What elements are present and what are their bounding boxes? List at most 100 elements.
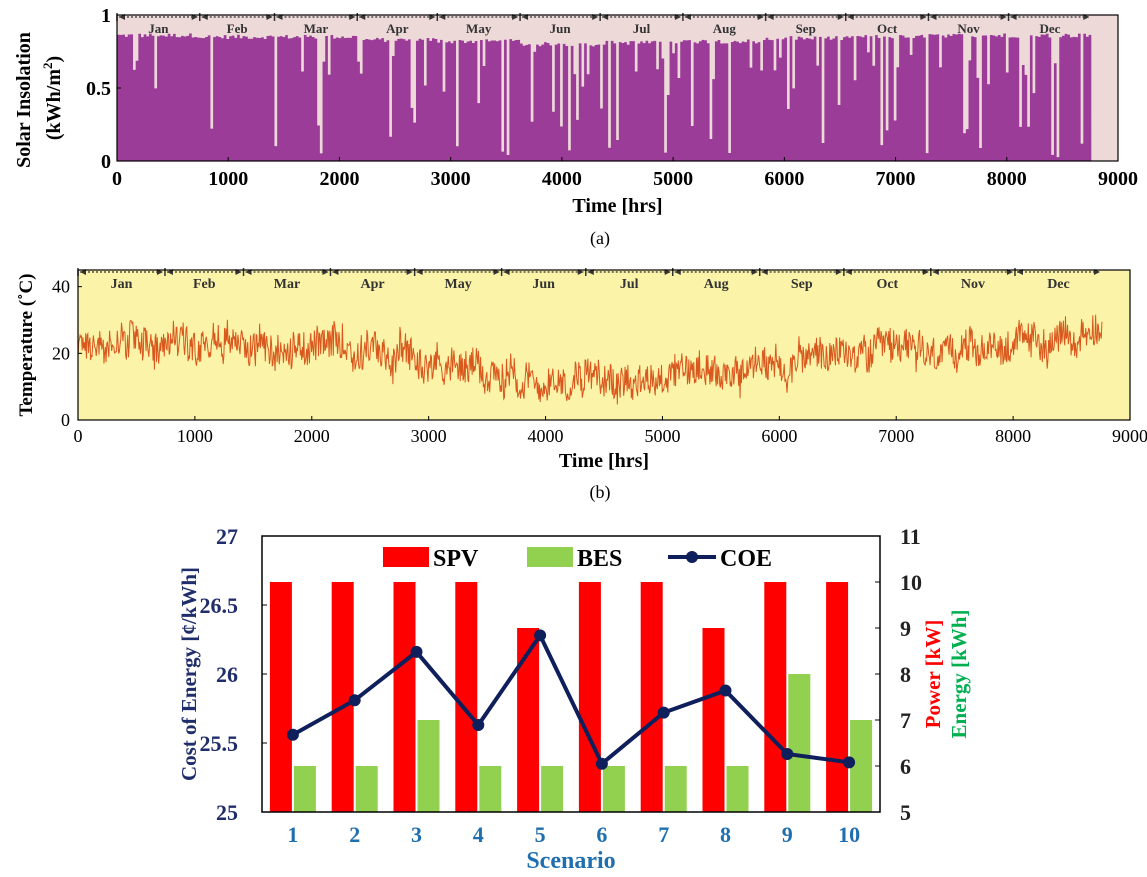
x-tick-label: 4 [473, 822, 484, 847]
panel-a-caption: (a) [590, 228, 610, 249]
x-tick-label: 6000 [764, 168, 804, 190]
coe-point [595, 757, 608, 770]
panel-b-month-labels: Jan Feb Mar Apr May Jun Jul Aug Sep Oct Nov Dec [77, 268, 1100, 292]
x-tick-label: 8000 [987, 168, 1027, 190]
coe-point [843, 756, 856, 769]
coe-point [348, 694, 361, 707]
x-tick-label: 1000 [208, 168, 248, 190]
spv-bar [640, 582, 663, 812]
legend-coe-label: COE [720, 546, 772, 572]
spv-bar [826, 582, 849, 812]
coe-point [286, 728, 299, 741]
bes-bar [417, 720, 440, 812]
y-tick-label: 0 [61, 410, 70, 430]
legend-bes-swatch [527, 547, 573, 567]
month-label: Nov [957, 21, 980, 36]
x-tick-label: 5000 [653, 168, 693, 190]
legend-spv-swatch [383, 547, 429, 567]
month-label: Oct [876, 277, 898, 292]
panel-a-x-axis-label: Time [hrs] [572, 195, 662, 217]
panel-b-temperature-series [77, 314, 1103, 405]
right-y-tick-label: 6 [900, 754, 911, 779]
left-y-tick-label: 25.5 [200, 731, 239, 756]
coe-point [534, 629, 547, 642]
month-label: Mar [274, 277, 300, 292]
x-tick-label: 9 [782, 822, 793, 847]
month-label: Aug [704, 277, 729, 292]
x-tick-label: 8000 [995, 426, 1031, 446]
x-tick-label: 1 [287, 822, 298, 847]
coe-point [719, 684, 732, 697]
panel-a-y-ticks: 00.51 [86, 5, 121, 173]
month-label: Mar [304, 21, 329, 36]
panel-c-plot-background [262, 536, 880, 812]
x-tick-label: 9000 [1112, 426, 1147, 446]
month-label: Apr [386, 21, 409, 36]
month-label: Sep [791, 277, 813, 292]
panel-c-right-y-axis-label-energy: Energy [kWh] [947, 610, 971, 739]
month-label: Oct [877, 21, 898, 36]
right-y-tick-label: 7 [900, 708, 911, 733]
coe-series-points [286, 629, 856, 770]
spv-bar [393, 582, 416, 812]
panel-a-bars [117, 33, 1092, 161]
x-tick-label: 5000 [644, 426, 680, 446]
panel-a-x-ticks: 0 1000 2000 3000 4000 5000 6000 7000 8000 9000 [112, 157, 1138, 190]
panel-c-right-y-axis-label-power: Power [kW] [921, 620, 945, 729]
x-tick-label: 7000 [878, 426, 914, 446]
panel-c-left-y-axis-label: Cost of Energy [¢/kWh] [177, 567, 201, 781]
coe-point [410, 645, 423, 658]
panel-c-x-ticks: 1 2 3 4 5 6 7 8 9 10 [287, 822, 860, 847]
coe-point [657, 706, 670, 719]
spv-bar [764, 582, 787, 812]
left-y-tick-label: 27 [216, 524, 238, 549]
x-tick-label: 3000 [411, 426, 447, 446]
y-tick-label: 0.5 [86, 78, 111, 100]
x-tick-label: 1000 [177, 426, 213, 446]
bes-bar [293, 766, 316, 812]
legend-spv-label: SPV [433, 546, 479, 572]
right-y-tick-label: 9 [900, 616, 911, 641]
month-label: Nov [961, 277, 985, 292]
month-label: Feb [193, 277, 216, 292]
y-tick-label: 40 [52, 277, 70, 297]
panel-c-right-y-ticks: 5 6 7 8 9 10 11 [875, 524, 922, 825]
month-label: Jul [620, 277, 639, 292]
legend-bes-label: BES [577, 546, 622, 572]
spv-bar [269, 582, 292, 812]
panel-a-solar-insolation: Jan Feb Mar Apr May Jun Jul Aug Sep Oct Nov Dec 0 10… [13, 5, 1138, 249]
spv-bar [331, 582, 354, 812]
x-tick-label: 10 [838, 822, 860, 847]
x-tick-label: 2000 [294, 426, 330, 446]
x-tick-label: 7 [658, 822, 669, 847]
left-y-tick-label: 26.5 [200, 593, 239, 618]
bes-bar [788, 674, 811, 812]
x-tick-label: 4000 [542, 168, 582, 190]
x-tick-label: 3 [411, 822, 422, 847]
right-y-tick-label: 11 [900, 524, 921, 549]
spv-bar [702, 628, 725, 812]
month-label: Jan [111, 277, 133, 292]
month-label: Jul [633, 21, 651, 36]
bes-bar [726, 766, 749, 812]
coe-point [472, 719, 485, 732]
x-tick-label: 8 [720, 822, 731, 847]
x-tick-label: 6 [596, 822, 607, 847]
legend: SPV BES COE [383, 546, 772, 572]
spv-bar [455, 582, 478, 812]
month-label: Jun [550, 21, 572, 36]
right-y-tick-label: 10 [900, 570, 922, 595]
y-tick-label: 0 [101, 151, 111, 173]
month-label: Jan [148, 21, 169, 36]
spv-bar [578, 582, 601, 812]
panel-b-y-ticks: 0 20 40 [52, 277, 82, 430]
panel-c-bars [269, 582, 873, 812]
x-tick-label: 6000 [761, 426, 797, 446]
x-tick-label: 4000 [528, 426, 564, 446]
panel-b-x-ticks: 0 1000 2000 3000 4000 5000 6000 7000 8000 9000 [74, 416, 1147, 446]
left-y-tick-label: 25 [216, 800, 238, 825]
panel-c-x-axis-label: Scenario [526, 848, 615, 874]
month-label: Sep [796, 21, 816, 36]
bes-bar [479, 766, 502, 812]
